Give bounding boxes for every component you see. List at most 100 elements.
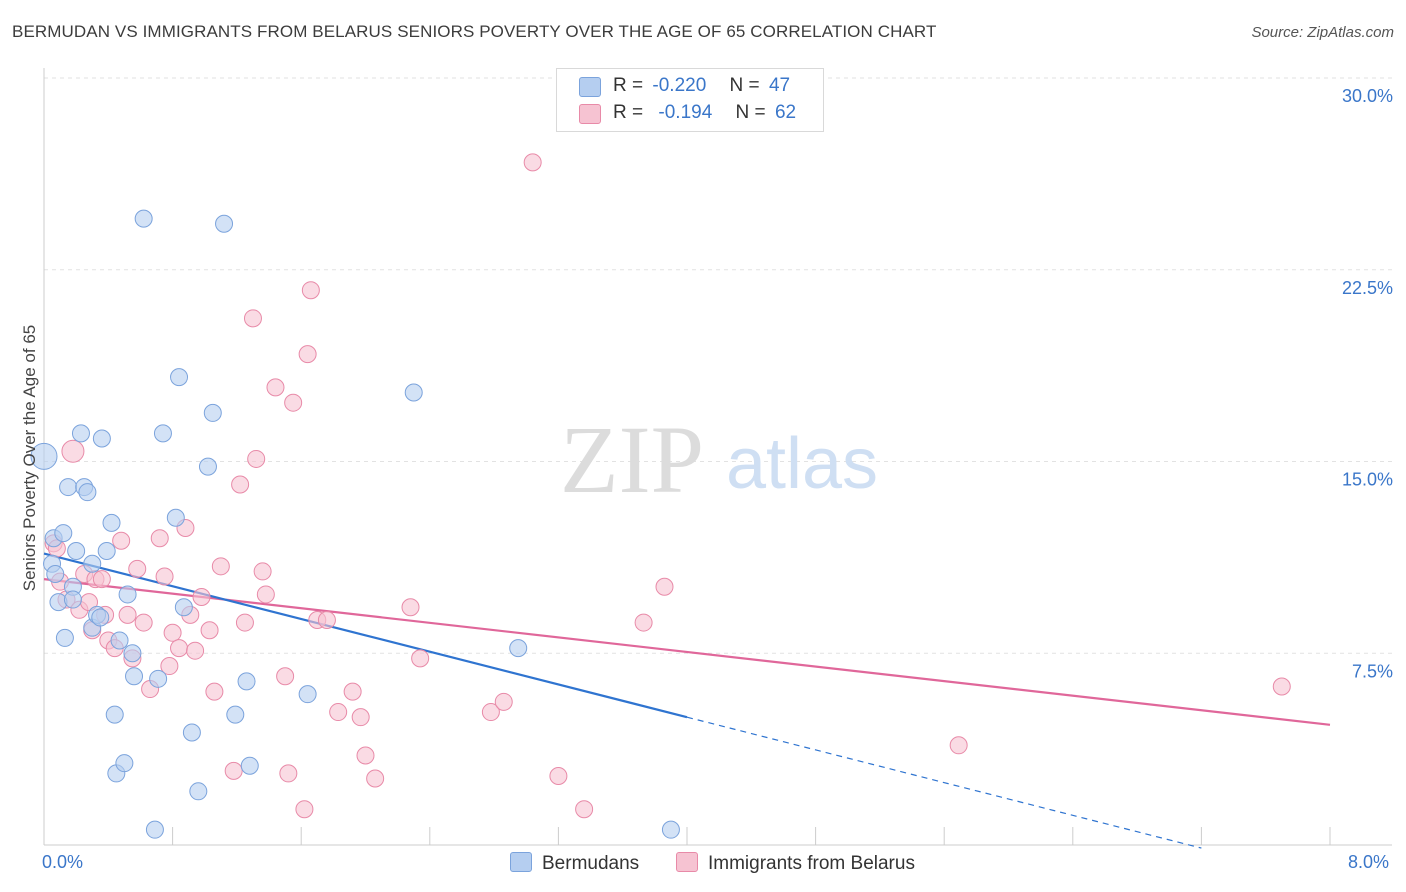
data-point-belarus [155, 567, 174, 586]
data-point-belarus [256, 585, 275, 604]
data-point-belarus [949, 736, 968, 755]
x-tick-label-max: 8.0% [1348, 852, 1390, 872]
data-point-bermudans [46, 564, 65, 583]
data-point-belarus [170, 639, 189, 658]
data-point-belarus [655, 577, 674, 596]
data-point-bermudans [226, 705, 245, 724]
data-point-belarus [150, 529, 169, 548]
data-point-belarus [266, 378, 285, 397]
data-point-bermudans [83, 554, 102, 573]
watermark-zip: ZIP [560, 406, 704, 513]
data-point-bermudans [55, 628, 74, 647]
y-tick-label: 15.0% [1342, 470, 1393, 490]
data-point-bermudans [123, 644, 142, 663]
data-point-belarus [118, 605, 137, 624]
data-point-bermudans [145, 820, 164, 839]
data-point-bermudans [97, 541, 116, 560]
data-point-bermudans [67, 541, 86, 560]
data-point-belarus [356, 746, 375, 765]
watermark-atlas: atlas [726, 424, 878, 504]
y-axis-label-wrap: Seniors Poverty Over the Age of 65 [18, 0, 42, 892]
legend-r-label: R = [613, 102, 644, 123]
bottom-legend-label-belarus: Immigrants from Belarus [708, 853, 915, 874]
trend-line-bermudans [43, 552, 688, 719]
data-point-bermudans [198, 457, 217, 476]
y-tick-label: 30.0% [1342, 86, 1393, 106]
data-point-belarus [317, 611, 336, 630]
y-axis-label: Seniors Poverty Over the Age of 65 [20, 324, 39, 592]
legend-r-value-bermudans: -0.220 [652, 75, 707, 96]
data-point-bermudans [153, 424, 172, 443]
series-bermudans-points [30, 209, 680, 839]
series-belarus-points [44, 153, 1291, 819]
data-point-belarus [163, 623, 182, 642]
data-point-belarus [112, 531, 131, 550]
stats-legend: R = -0.220 N = 47 R = -0.194 N = 62 [556, 68, 824, 132]
data-point-bermudans [298, 685, 317, 704]
data-point-belarus [128, 559, 147, 578]
y-tick-label: 22.5% [1342, 278, 1393, 298]
data-point-bermudans [71, 424, 90, 443]
bottom-legend-swatch-belarus [676, 852, 698, 872]
chart-title: BERMUDAN VS IMMIGRANTS FROM BELARUS SENI… [12, 22, 937, 41]
data-point-bermudans [59, 478, 78, 497]
data-point-belarus [235, 613, 254, 632]
data-point-bermudans [110, 631, 129, 650]
data-point-bermudans [125, 667, 144, 686]
data-point-bermudans [182, 723, 201, 742]
data-point-belarus [1272, 677, 1291, 696]
data-point-bermudans [404, 383, 423, 402]
data-point-bermudans [115, 754, 134, 773]
data-point-belarus [329, 703, 348, 722]
data-point-bermudans [102, 513, 121, 532]
bottom-legend-label-bermudans: Bermudans [542, 853, 640, 874]
data-point-belarus [192, 588, 211, 607]
data-point-belarus [481, 703, 500, 722]
data-point-bermudans [170, 368, 189, 387]
data-point-bermudans [215, 214, 234, 233]
data-point-bermudans [166, 508, 185, 527]
data-point-bermudans [92, 429, 111, 448]
legend-swatch-bermudans [579, 77, 601, 97]
y-tick-labels: 7.5% 15.0% 22.5% 30.0% [1342, 86, 1393, 681]
trend-line-belarus [43, 578, 1331, 726]
data-point-belarus [200, 621, 219, 640]
data-point-belarus [549, 766, 568, 785]
y-tick-label: 7.5% [1352, 661, 1393, 681]
data-point-bermudans [63, 590, 82, 609]
data-point-bermudans [118, 585, 137, 604]
data-point-belarus [351, 708, 370, 727]
legend-n-label: N = [729, 75, 760, 96]
data-point-belarus [134, 613, 153, 632]
data-point-belarus [301, 281, 320, 300]
bottom-legend-belarus: Immigrants from Belarus [676, 852, 915, 876]
data-point-belarus [401, 598, 420, 617]
data-point-bermudans [134, 209, 153, 228]
x-tick-label-min: 0.0% [42, 852, 84, 872]
data-point-bermudans [189, 782, 208, 801]
trend-lines [43, 552, 1331, 849]
grid-lines [44, 77, 1392, 654]
data-point-belarus [160, 657, 179, 676]
data-point-belarus [634, 613, 653, 632]
data-point-bermudans [78, 483, 97, 502]
data-point-belarus [295, 800, 314, 819]
data-point-belarus [284, 393, 303, 412]
data-point-belarus [247, 449, 266, 468]
data-point-belarus [224, 761, 243, 780]
data-point-belarus [211, 557, 230, 576]
legend-r-label: R = [613, 75, 644, 96]
legend-n-value-belarus: 62 [774, 102, 797, 123]
data-point-bermudans [30, 442, 58, 470]
data-point-belarus [523, 153, 542, 172]
bottom-legend-bermudans: Bermudans [510, 852, 639, 876]
data-point-bermudans [237, 672, 256, 691]
data-point-belarus [279, 764, 298, 783]
legend-n-label: N = [735, 102, 766, 123]
data-point-belarus [276, 667, 295, 686]
data-point-belarus [343, 682, 362, 701]
data-point-bermudans [203, 403, 222, 422]
data-point-bermudans [174, 598, 193, 617]
data-point-belarus [411, 649, 430, 668]
data-point-belarus [92, 570, 111, 589]
